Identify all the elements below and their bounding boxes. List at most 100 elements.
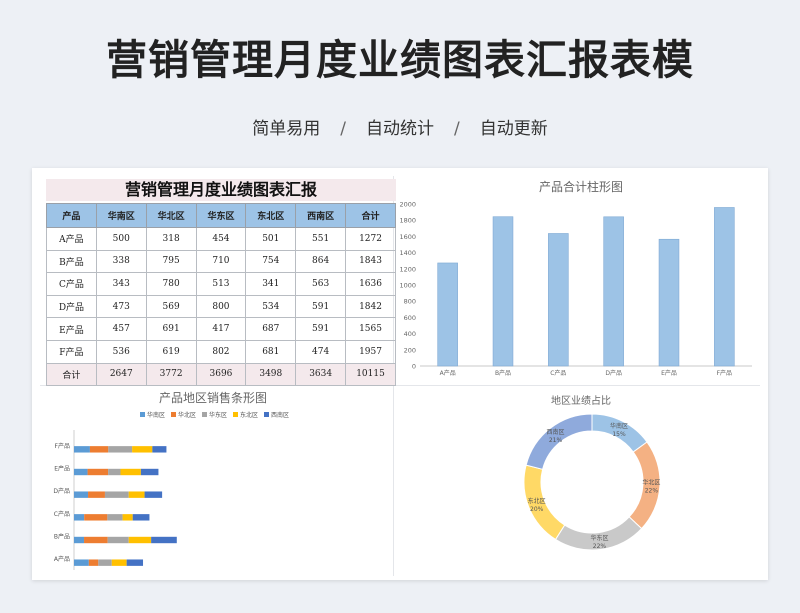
subtitle-item-easy: 简单易用 [252,119,321,139]
bar [437,262,458,367]
x-tick-label: B产品 [495,369,511,377]
total-value-cell: 3696 [195,362,247,387]
value-cell: 501 [245,227,297,251]
x-tick-label: F产品 [717,369,732,377]
table-row: E产品 457 691 417 687 591 1565 [46,317,396,341]
product-cell: C产品 [46,272,97,296]
bar-segment [84,536,108,544]
bar [548,233,569,367]
value-cell: 551 [295,227,347,251]
bar-segment [128,536,152,544]
y-tick-label: A产品 [54,555,70,563]
slice-label: 华北区 [642,479,660,487]
value-cell: 454 [195,227,247,251]
slice-label: 东北区 [528,497,546,505]
y-tick-label: C产品 [54,510,70,518]
column-chart: 0 200 400 600 800 1000 1200 1400 1600 1800 2000 A产品… [399,201,752,377]
legend-swatch [233,412,238,417]
value-cell: 500 [95,227,147,251]
slice-percent: 22% [645,488,659,495]
bar-chart: 华南区 华北区 华东区 东北区 西南区 A产品 B产品 C产品 D产品 E产品 F产品 [53,411,289,570]
bar-segment [87,468,109,476]
legend-label: 华东区 [209,411,227,419]
y-tick-label: 0 [412,363,416,371]
value-cell: 1565 [345,317,396,341]
bar-segment [84,514,108,521]
y-tick-label: 800 [404,298,416,306]
y-tick-label: 1800 [399,217,416,225]
y-tick-label: 1400 [399,249,416,257]
bar [658,238,680,367]
table-row: D产品 473 569 800 534 591 1842 [46,294,396,319]
slice-label: 华南区 [610,422,628,430]
legend-swatch [140,412,145,417]
value-cell: 417 [195,317,247,341]
value-cell: 591 [295,317,347,341]
panel-divider [40,385,760,386]
bar-segment [111,559,127,566]
value-cell: 1842 [345,294,396,319]
value-cell: 457 [95,317,147,341]
total-value-cell: 3498 [245,362,297,387]
x-tick-label: E产品 [661,369,677,377]
bar-chart-title: 产品地区销售条形图 [158,391,267,405]
legend-label: 东北区 [240,411,258,419]
bar-segment [126,559,144,566]
subtitle-item-auto-stat: 自动统计 [366,119,434,139]
value-cell: 802 [195,339,247,364]
subtitle-separator: / [340,119,346,139]
total-value-cell: 3634 [295,362,347,387]
subtitle-item-auto-update: 自动更新 [479,119,548,139]
spreadsheet-preview: 营销管理月度业绩图表汇报 产品 华南区 华北区 华东区 东北区 西南区 合计 A… [32,168,768,580]
bar-segment [98,559,112,566]
bar-segment [122,514,133,521]
y-tick-label: D产品 [53,487,70,495]
bar-segment [88,491,105,498]
product-cell: F产品 [46,339,97,364]
column-header: 合计 [345,203,396,228]
page-title: 营销管理月度业绩图表汇报表模 [106,36,694,84]
value-cell: 569 [145,294,197,319]
slice-percent: 15% [612,431,626,438]
legend-label: 华南区 [147,411,165,419]
table-total-row: 合计 2647 3772 3696 3498 3634 10115 [46,362,396,387]
total-value-cell: 2647 [95,362,147,387]
column-header: 华南区 [95,203,147,228]
value-cell: 1957 [345,339,396,364]
y-tick-label: 400 [404,330,416,338]
bar-segment [152,446,167,453]
value-cell: 710 [195,249,247,274]
product-cell: B产品 [46,249,97,274]
bar [714,207,735,367]
bar-segment [140,468,159,476]
y-tick-label: 1200 [399,265,416,273]
table-header-row: 产品 华南区 华北区 华东区 东北区 西南区 合计 [46,203,396,228]
value-cell: 681 [245,339,297,364]
bar [603,216,624,367]
product-cell: D产品 [46,294,97,319]
value-cell: 864 [295,249,347,274]
bar-segment [88,559,99,566]
value-cell: 1272 [345,227,396,251]
bar [492,216,514,367]
bar-segment [132,446,153,453]
bar-segment [89,446,109,453]
bar-segment [128,491,145,498]
x-tick-label: D产品 [605,369,622,377]
value-cell: 780 [145,272,197,296]
donut-chart-title: 地区业绩占比 [551,396,611,407]
value-cell: 754 [245,249,297,274]
value-cell: 795 [145,249,197,274]
value-cell: 474 [295,339,347,364]
bar-segment [74,491,89,498]
value-cell: 687 [245,317,297,341]
bar-segment [151,536,177,544]
bar-segment [74,468,88,476]
bar-segment [107,536,129,544]
y-tick-label: E产品 [54,465,70,473]
bar-segment [132,514,150,521]
value-cell: 619 [145,339,197,364]
x-tick-label: A产品 [440,369,456,377]
column-header: 西南区 [295,203,347,228]
